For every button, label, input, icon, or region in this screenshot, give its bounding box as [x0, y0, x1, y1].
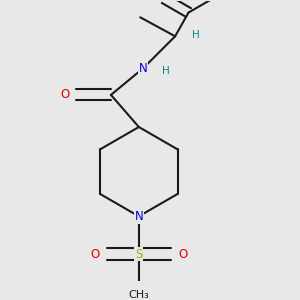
Text: H: H	[192, 30, 200, 40]
Text: O: O	[178, 248, 187, 260]
Text: O: O	[61, 88, 70, 101]
Text: CH₃: CH₃	[128, 290, 149, 300]
Text: N: N	[134, 210, 143, 223]
Text: N: N	[139, 62, 147, 75]
Text: H: H	[162, 66, 170, 76]
Text: O: O	[90, 248, 100, 260]
Text: S: S	[135, 248, 142, 260]
